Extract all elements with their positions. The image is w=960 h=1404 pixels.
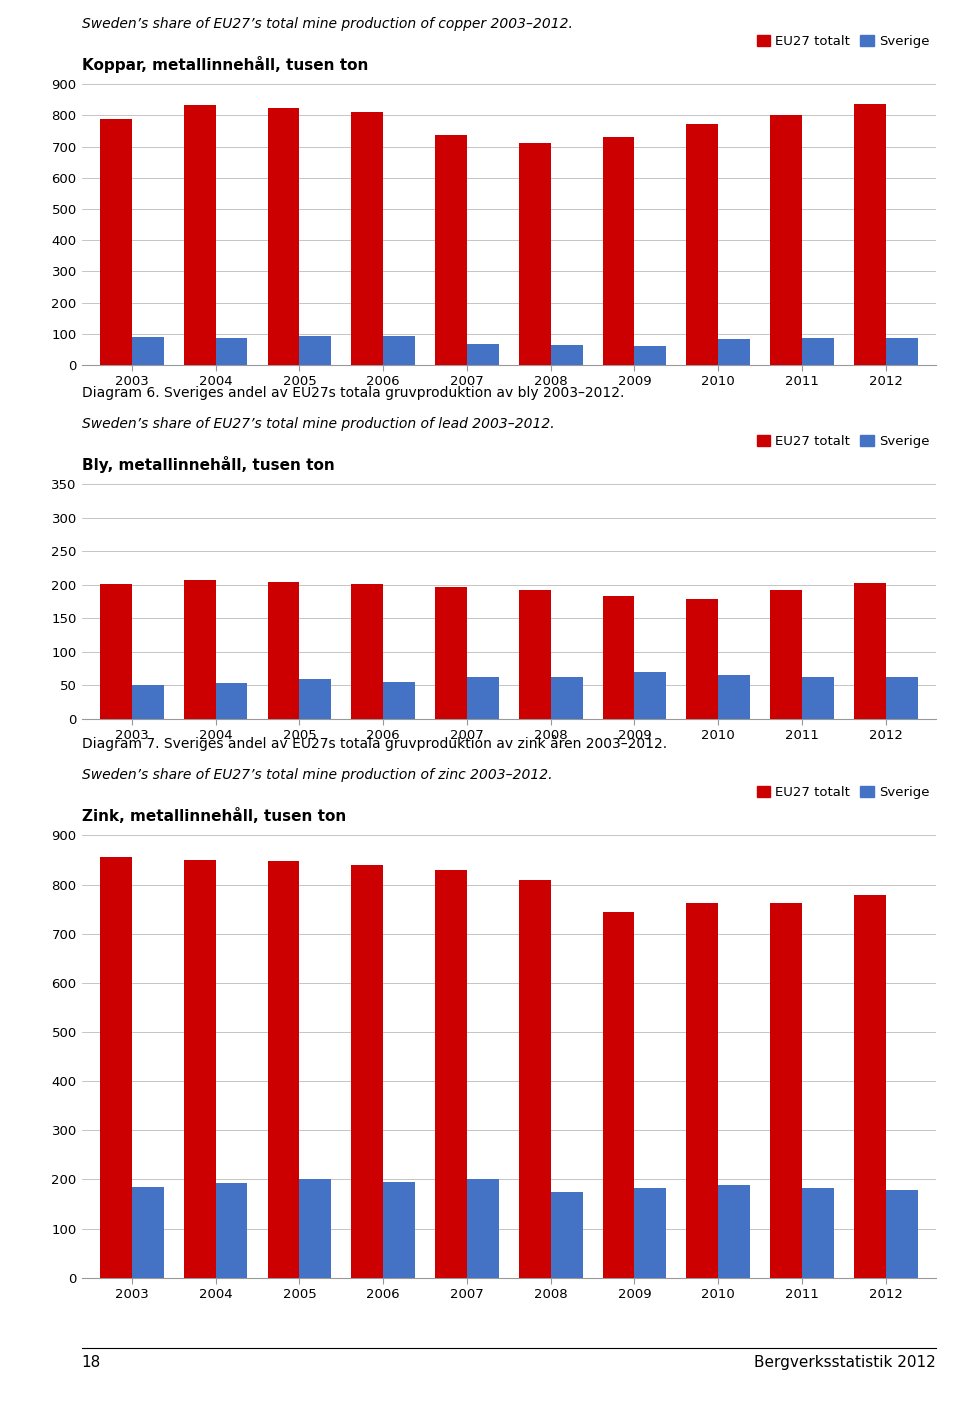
Bar — [886, 677, 918, 719]
Bar — [853, 104, 886, 365]
Text: Diagram 6. Sveriges andel av EU27s totala gruvproduktion av bly 2003–2012.: Diagram 6. Sveriges andel av EU27s total… — [82, 386, 624, 400]
Bar — [518, 879, 551, 1278]
Bar — [132, 685, 164, 719]
Bar — [718, 675, 750, 719]
Text: Zink, metallinnehåll, tusen ton: Zink, metallinnehåll, tusen ton — [82, 809, 346, 824]
Bar — [351, 584, 383, 719]
Bar — [183, 105, 216, 365]
Text: 18: 18 — [82, 1355, 101, 1370]
Bar — [686, 124, 718, 365]
Bar — [467, 677, 499, 719]
Bar — [551, 345, 583, 365]
Bar — [268, 861, 300, 1278]
Bar — [435, 869, 467, 1278]
Bar — [518, 143, 551, 365]
Bar — [467, 1179, 499, 1278]
Text: Koppar, metallinnehåll, tusen ton: Koppar, metallinnehåll, tusen ton — [82, 56, 368, 73]
Text: Bergverksstatistik 2012: Bergverksstatistik 2012 — [755, 1355, 936, 1370]
Bar — [518, 590, 551, 719]
Text: Bly, metallinnehåll, tusen ton: Bly, metallinnehåll, tusen ton — [82, 456, 334, 473]
Legend: EU27 totalt, Sverige: EU27 totalt, Sverige — [756, 786, 929, 799]
Bar — [216, 684, 248, 719]
Bar — [886, 1191, 918, 1278]
Bar — [886, 337, 918, 365]
Bar — [718, 340, 750, 365]
Bar — [551, 677, 583, 719]
Bar — [603, 136, 635, 365]
Bar — [770, 115, 802, 365]
Text: Sweden’s share of EU27’s total mine production of copper 2003–2012.: Sweden’s share of EU27’s total mine prod… — [82, 17, 572, 31]
Bar — [853, 583, 886, 719]
Bar — [802, 1188, 834, 1278]
Bar — [435, 587, 467, 719]
Bar — [802, 677, 834, 719]
Bar — [603, 911, 635, 1278]
Bar — [183, 859, 216, 1278]
Bar — [100, 584, 132, 719]
Bar — [300, 336, 331, 365]
Bar — [383, 1182, 415, 1278]
Bar — [300, 1179, 331, 1278]
Bar — [268, 108, 300, 365]
Bar — [853, 896, 886, 1278]
Bar — [268, 581, 300, 719]
Bar — [686, 600, 718, 719]
Bar — [551, 1192, 583, 1278]
Bar — [635, 673, 666, 719]
Bar — [351, 865, 383, 1278]
Bar — [216, 1184, 248, 1278]
Bar — [718, 1185, 750, 1278]
Bar — [183, 580, 216, 719]
Text: Diagram 7. Sveriges andel av EU27s totala gruvproduktion av zink åren 2003–2012.: Diagram 7. Sveriges andel av EU27s total… — [82, 736, 667, 751]
Bar — [635, 1188, 666, 1278]
Bar — [435, 135, 467, 365]
Bar — [300, 680, 331, 719]
Legend: EU27 totalt, Sverige: EU27 totalt, Sverige — [756, 435, 929, 448]
Bar — [216, 337, 248, 365]
Legend: EU27 totalt, Sverige: EU27 totalt, Sverige — [756, 35, 929, 48]
Text: Sweden’s share of EU27’s total mine production of lead 2003–2012.: Sweden’s share of EU27’s total mine prod… — [82, 417, 554, 431]
Bar — [351, 112, 383, 365]
Bar — [132, 337, 164, 365]
Bar — [383, 682, 415, 719]
Bar — [467, 344, 499, 365]
Bar — [100, 118, 132, 365]
Bar — [603, 597, 635, 719]
Bar — [686, 903, 718, 1278]
Bar — [132, 1186, 164, 1278]
Bar — [770, 903, 802, 1278]
Bar — [770, 590, 802, 719]
Bar — [635, 347, 666, 365]
Bar — [802, 337, 834, 365]
Bar — [100, 858, 132, 1278]
Text: Sweden’s share of EU27’s total mine production of zinc 2003–2012.: Sweden’s share of EU27’s total mine prod… — [82, 768, 552, 782]
Bar — [383, 337, 415, 365]
